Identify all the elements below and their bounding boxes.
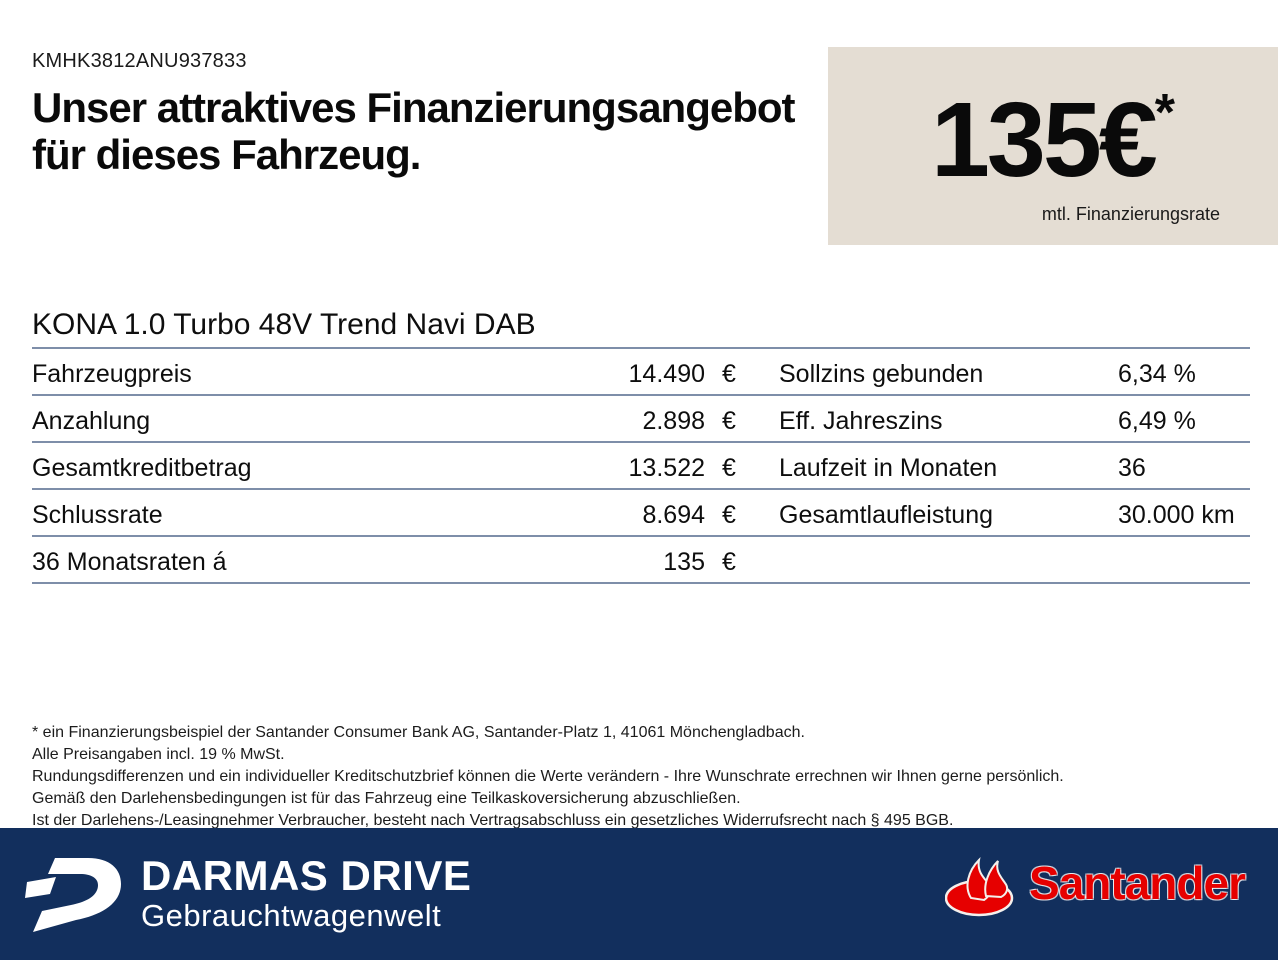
finance-row-5: 36 Monatsraten á 135 € [32,537,1250,584]
finance-row-3: Gesamtkreditbetrag 13.522 € Laufzeit in … [32,443,1250,490]
finance-table: KONA 1.0 Turbo 48V Trend Navi DAB Fahrze… [32,308,1250,584]
currency-unit: € [722,501,736,529]
page-title: Unser attraktives Finanzierungsangebot f… [32,84,796,178]
finance-value-right: 6,49 % [1118,407,1196,435]
disclaimer-line: Ist der Darlehens-/Leasingnehmer Verbrau… [32,812,954,829]
dealer-d-icon [25,858,121,932]
dealer-logo: DARMAS DRIVE Gebrauchtwagenwelt [25,851,472,933]
column-gap [750,482,779,488]
footer-bar: DARMAS DRIVE Gebrauchtwagenwelt Santande… [0,828,1278,960]
disclaimer-text: * ein Finanzierungsbeispiel der Santande… [32,722,1064,832]
dealer-subtitle: Gebrauchtwagenwelt [141,897,442,933]
finance-value-right [1118,576,1250,582]
disclaimer-line: Rundungsdifferenzen und ein individuelle… [32,768,1064,785]
finance-value-left: 135 [663,548,705,576]
finance-value-right: 36 [1118,454,1146,482]
monthly-rate-amount: 135€* [828,87,1278,193]
finance-value-left: 8.694 [642,501,705,529]
finance-label-left: Gesamtkreditbetrag [32,454,252,482]
finance-row-4: Schlussrate 8.694 € Gesamtlaufleistung 3… [32,490,1250,537]
finance-row-1: Fahrzeugpreis 14.490 € Sollzins gebunden… [32,349,1250,396]
finance-label-left: Fahrzeugpreis [32,360,192,388]
monthly-rate-box: 135€* mtl. Finanzierungsrate [828,47,1278,245]
finance-label-left: 36 Monatsraten á [32,548,227,576]
santander-logo: Santander [945,848,1246,918]
monthly-rate-value: 135€ [930,81,1158,199]
column-gap [750,529,779,535]
page-title-line1: Unser attraktives Finanzierungsangebot [32,84,796,131]
santander-flame-icon [945,857,1014,917]
finance-value-left: 2.898 [642,407,705,435]
currency-unit: € [722,548,736,576]
finance-label-right: Eff. Jahreszins [779,407,943,435]
currency-unit: € [722,454,736,482]
finance-label-left: Anzahlung [32,407,151,435]
vehicle-title: KONA 1.0 Turbo 48V Trend Navi DAB [32,308,1250,349]
finance-label-right [779,576,1118,582]
currency-unit: € [722,360,736,388]
column-gap [750,576,779,582]
finance-value-left: 14.490 [628,360,705,388]
vehicle-vin: KMHK3812ANU937833 [32,50,247,72]
finance-value-right: 30.000 km [1118,501,1235,529]
disclaimer-line: * ein Finanzierungsbeispiel der Santande… [32,724,805,741]
dealer-wordmark: DARMAS DRIVE Gebrauchtwagenwelt [141,851,472,933]
finance-label-right: Laufzeit in Monaten [779,454,998,482]
disclaimer-line: Gemäß den Darlehensbedingungen ist für d… [32,790,741,807]
finance-value-right: 6,34 % [1118,360,1196,388]
finance-label-left: Schlussrate [32,501,163,529]
currency-unit: € [722,407,736,435]
page-title-line2: für dieses Fahrzeug. [32,131,421,178]
finance-label-right: Sollzins gebunden [779,360,984,388]
finance-row-2: Anzahlung 2.898 € Eff. Jahreszins 6,49 % [32,396,1250,443]
finance-label-right: Gesamtlaufleistung [779,501,994,529]
monthly-rate-caption: mtl. Finanzierungsrate [1041,204,1220,224]
column-gap [750,388,779,394]
santander-wordmark: Santander [1029,857,1246,909]
disclaimer-line: Alle Preisangaben incl. 19 % MwSt. [32,746,285,763]
dealer-name: DARMAS DRIVE [141,851,472,899]
finance-value-left: 13.522 [628,454,705,482]
footnote-asterisk: * [1154,84,1176,142]
column-gap [750,435,779,441]
